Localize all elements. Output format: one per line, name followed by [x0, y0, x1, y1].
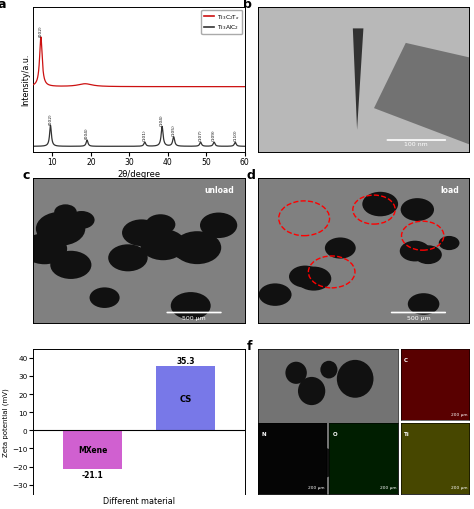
Circle shape — [248, 434, 291, 478]
Circle shape — [146, 215, 175, 235]
Text: 100 nm: 100 nm — [404, 142, 428, 147]
Circle shape — [401, 199, 434, 221]
Text: unload: unload — [205, 186, 234, 194]
Circle shape — [408, 294, 439, 315]
Circle shape — [108, 245, 148, 272]
Circle shape — [68, 212, 95, 230]
Circle shape — [200, 213, 237, 239]
Circle shape — [140, 230, 186, 261]
Circle shape — [259, 284, 292, 306]
Text: (002): (002) — [39, 25, 43, 37]
Circle shape — [22, 234, 67, 265]
Text: F: F — [404, 431, 408, 436]
Text: (104): (104) — [160, 114, 164, 125]
Text: C: C — [404, 357, 408, 362]
Circle shape — [364, 450, 380, 467]
Text: O: O — [332, 431, 337, 436]
Text: Ti: Ti — [404, 431, 410, 436]
Text: b: b — [243, 0, 252, 11]
Circle shape — [337, 360, 374, 398]
Bar — [156, 366, 215, 431]
Text: d: d — [247, 168, 256, 181]
Circle shape — [320, 361, 337, 379]
Text: -21.1: -21.1 — [82, 470, 103, 479]
Text: CS: CS — [180, 394, 191, 403]
Y-axis label: Zeta potential (mV): Zeta potential (mV) — [3, 387, 9, 456]
Text: 35.3: 35.3 — [176, 356, 195, 365]
Text: (004): (004) — [85, 127, 89, 139]
X-axis label: Different material: Different material — [103, 496, 175, 505]
Y-axis label: Intensity/a.u.: Intensity/a.u. — [21, 54, 30, 106]
Text: 500 μm: 500 μm — [407, 315, 430, 320]
Circle shape — [296, 433, 325, 462]
Text: 200 μm: 200 μm — [451, 486, 468, 490]
Legend: Ti$_3$C$_2$T$_x$, Ti$_3$AlC$_2$: Ti$_3$C$_2$T$_x$, Ti$_3$AlC$_2$ — [201, 11, 242, 35]
Circle shape — [173, 232, 221, 265]
Circle shape — [54, 205, 77, 220]
Circle shape — [400, 241, 430, 262]
Text: c: c — [23, 168, 30, 181]
Text: N: N — [261, 431, 265, 436]
Circle shape — [173, 241, 201, 261]
Text: f: f — [247, 339, 253, 352]
Polygon shape — [374, 44, 469, 145]
Text: 200 μm: 200 μm — [451, 486, 468, 490]
Circle shape — [283, 452, 299, 468]
Text: (109): (109) — [212, 129, 216, 141]
Circle shape — [295, 435, 312, 453]
Circle shape — [90, 288, 119, 308]
Circle shape — [439, 237, 459, 250]
Circle shape — [36, 212, 85, 246]
Circle shape — [298, 377, 325, 405]
Circle shape — [122, 220, 161, 246]
Text: 200 μm: 200 μm — [380, 486, 396, 490]
Circle shape — [296, 267, 331, 291]
Text: (101): (101) — [143, 129, 147, 141]
Text: 200 μm: 200 μm — [309, 486, 325, 490]
Text: (110): (110) — [233, 129, 237, 141]
Bar — [63, 431, 122, 469]
Text: 500 μm: 500 μm — [182, 315, 206, 320]
Circle shape — [50, 251, 91, 279]
Circle shape — [285, 362, 307, 384]
Text: (107): (107) — [199, 129, 202, 141]
Circle shape — [171, 293, 210, 320]
Text: MXene: MXene — [78, 445, 107, 454]
Circle shape — [414, 246, 442, 265]
Polygon shape — [353, 30, 364, 131]
Circle shape — [289, 266, 321, 288]
Text: (105): (105) — [172, 124, 176, 136]
Text: load: load — [440, 186, 459, 194]
Text: 200 μm: 200 μm — [350, 486, 370, 491]
Circle shape — [362, 192, 398, 217]
Text: a: a — [0, 0, 6, 11]
Circle shape — [325, 238, 356, 259]
Circle shape — [309, 448, 338, 478]
Text: (002): (002) — [48, 112, 53, 124]
X-axis label: 2θ/degree: 2θ/degree — [118, 169, 161, 179]
Text: 200 μm: 200 μm — [451, 412, 468, 416]
